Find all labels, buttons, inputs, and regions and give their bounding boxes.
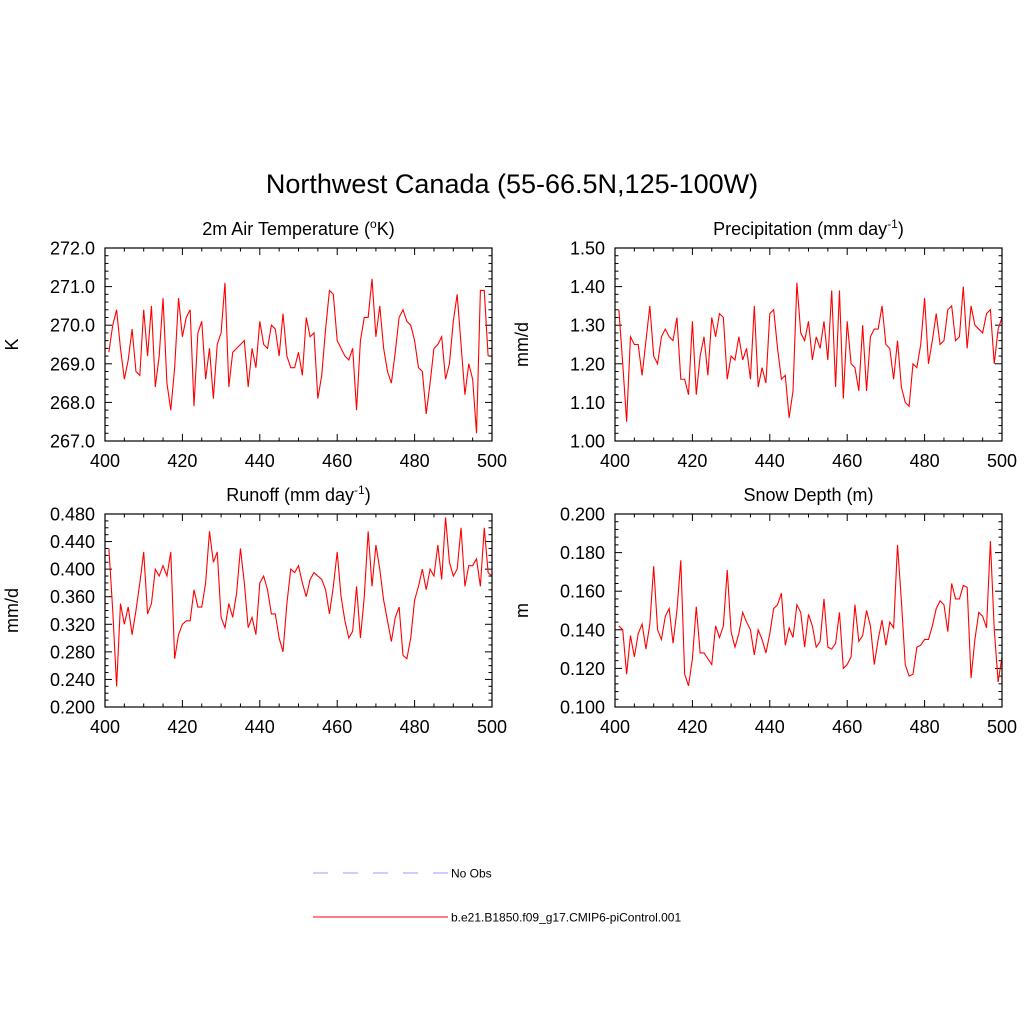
panel-title-text: 2m Air Temperature ( [202, 219, 370, 239]
y-tick-label: 272.0 [50, 239, 95, 259]
legend-label-model: b.e21.B1850.f09_g17.CMIP6-piControl.001 [451, 911, 681, 925]
y-tick-label: 0.180 [560, 543, 605, 563]
y-tick-label: 1.10 [570, 393, 605, 413]
y-tick-label: 0.120 [560, 659, 605, 679]
plot-frame [104, 513, 493, 708]
x-tick-label: 500 [477, 451, 507, 471]
x-tick-label: 420 [677, 717, 707, 737]
panel-title-text-end: K) [377, 219, 395, 239]
y-tick-label: 0.160 [560, 582, 605, 602]
plot-frame [614, 513, 1003, 708]
plot-frame [104, 247, 493, 442]
y-tick-label: 0.140 [560, 620, 605, 640]
y-tick-label: 270.0 [50, 316, 95, 336]
panel-title: Precipitation (mm day-1) [713, 217, 904, 239]
panel-title-superscript: -1 [887, 217, 898, 231]
panel-title: Snow Depth (m) [743, 485, 873, 505]
x-tick-label: 420 [167, 451, 197, 471]
series-line [618, 282, 1003, 422]
panel-title-text: Precipitation (mm day [713, 219, 887, 239]
x-tick-label: 400 [90, 717, 120, 737]
legend: No Obs b.e21.B1850.f09_g17.CMIP6-piContr… [313, 867, 681, 925]
y-tick-label: 0.200 [50, 698, 95, 718]
y-tick-label: 1.00 [570, 432, 605, 452]
y-tick-label: 1.40 [570, 277, 605, 297]
x-tick-label: 480 [910, 717, 940, 737]
panel-title-text: Runoff (mm day [226, 485, 354, 505]
panel-title-text-end: ) [365, 485, 371, 505]
panel-title-superscript: -1 [354, 483, 365, 497]
x-tick-label: 460 [832, 451, 862, 471]
y-tick-label: 1.20 [570, 354, 605, 374]
figure-title: Northwest Canada (55-66.5N,125-100W) [266, 169, 758, 199]
x-tick-label: 500 [987, 451, 1017, 471]
y-axis-label: mm/d [2, 588, 22, 633]
y-tick-label: 268.0 [50, 393, 95, 413]
x-tick-label: 460 [322, 451, 352, 471]
y-tick-label: 0.200 [560, 505, 605, 525]
y-tick-label: 0.400 [50, 560, 95, 580]
panel-temperature: 2m Air Temperature (oK) K 400 420 440 460 480 5… [2, 217, 507, 471]
x-tick-label: 500 [987, 717, 1017, 737]
y-axis-label: m [512, 603, 532, 618]
x-tick-label: 420 [677, 451, 707, 471]
y-tick-label: 267.0 [50, 432, 95, 452]
y-tick-label: 269.0 [50, 354, 95, 374]
y-tick-label: 0.480 [50, 505, 95, 525]
x-tick-label: 500 [477, 717, 507, 737]
series-line [108, 278, 489, 434]
x-tick-label: 480 [400, 717, 430, 737]
x-tick-label: 440 [755, 451, 785, 471]
x-tick-label: 400 [600, 717, 630, 737]
series-line [618, 540, 1003, 686]
series-line [108, 517, 493, 687]
x-tick-label: 480 [910, 451, 940, 471]
plot-frame [614, 247, 1003, 442]
y-tick-label: 0.280 [50, 642, 95, 662]
y-tick-label: 271.0 [50, 277, 95, 297]
panel-title-text: Snow Depth (m) [743, 485, 873, 505]
x-tick-label: 400 [90, 451, 120, 471]
panel-runoff: Runoff (mm day-1) mm/d 400 420 440 460 480 500 0… [2, 483, 507, 737]
legend-label-no-obs: No Obs [451, 867, 492, 881]
x-tick-label: 460 [832, 717, 862, 737]
panel-title: 2m Air Temperature (oK) [202, 217, 394, 239]
x-tick-label: 460 [322, 717, 352, 737]
y-tick-label: 1.50 [570, 239, 605, 259]
x-tick-label: 400 [600, 451, 630, 471]
x-tick-label: 440 [755, 717, 785, 737]
y-axis-label: K [2, 338, 22, 350]
y-tick-label: 0.320 [50, 615, 95, 635]
panel-precipitation: Precipitation (mm day-1) mm/d 400 420 440 460… [512, 217, 1017, 471]
panel-title: Runoff (mm day-1) [226, 483, 370, 505]
panel-title-text-end: ) [898, 219, 904, 239]
y-tick-label: 0.240 [50, 670, 95, 690]
x-tick-label: 440 [245, 451, 275, 471]
panel-snow-depth: Snow Depth (m) m 400 420 440 460 480 500 0.100 0.… [512, 485, 1017, 737]
x-tick-label: 440 [245, 717, 275, 737]
x-tick-label: 420 [167, 717, 197, 737]
y-axis-label: mm/d [512, 322, 532, 367]
y-tick-label: 0.100 [560, 698, 605, 718]
y-tick-label: 0.440 [50, 532, 95, 552]
panel-title-superscript: o [370, 217, 377, 231]
y-tick-label: 0.360 [50, 587, 95, 607]
x-tick-label: 480 [400, 451, 430, 471]
y-tick-label: 1.30 [570, 316, 605, 336]
